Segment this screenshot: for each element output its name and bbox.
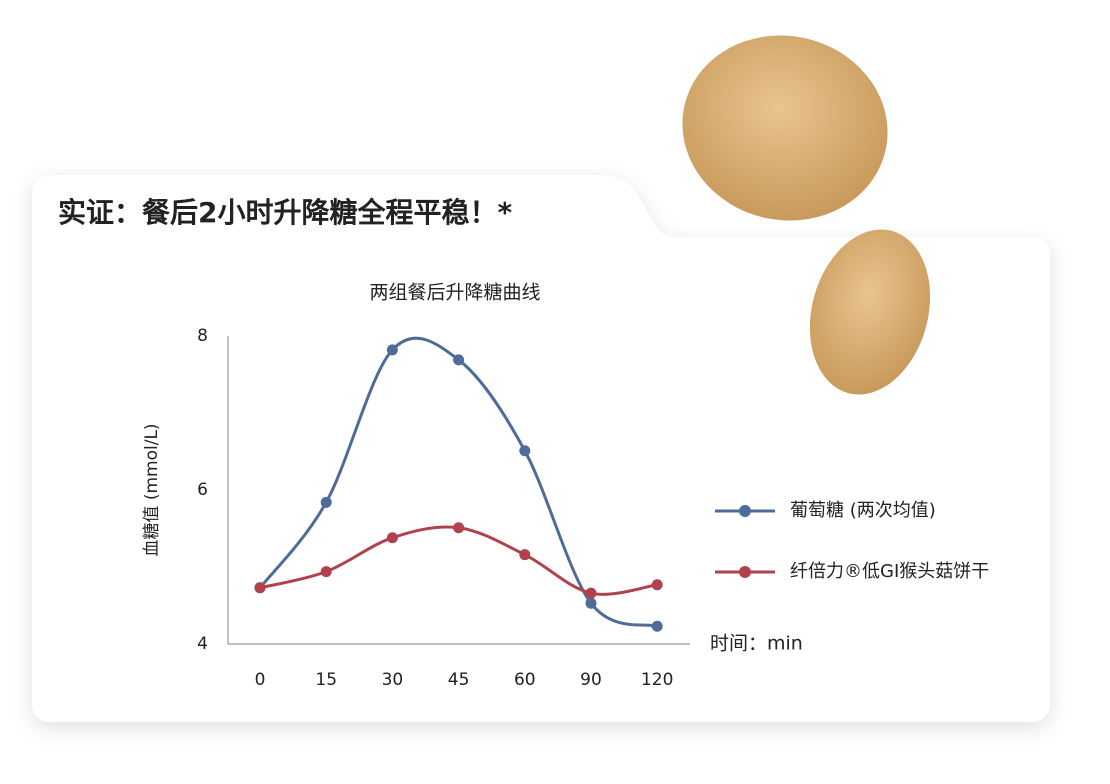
x-tick-label: 45 xyxy=(448,670,470,690)
data-point xyxy=(320,566,332,578)
cookie-image xyxy=(682,35,888,221)
card xyxy=(32,175,1050,722)
data-point xyxy=(519,549,531,561)
x-tick-label: 15 xyxy=(315,670,337,690)
data-point xyxy=(651,620,663,632)
legend-marker xyxy=(739,505,751,517)
data-point xyxy=(320,496,332,508)
legend-label: 纤倍力®低GI猴头菇饼干 xyxy=(790,561,989,582)
legend-label: 葡萄糖 (两次均值) xyxy=(790,500,936,521)
x-tick-label: 30 xyxy=(382,670,404,690)
page-title: 实证：餐后2小时升降糖全程平稳！* xyxy=(58,196,512,229)
y-tick-label: 6 xyxy=(197,480,208,500)
data-point xyxy=(386,344,398,356)
legend-marker xyxy=(739,566,751,578)
data-point xyxy=(453,522,465,534)
data-point xyxy=(386,532,398,544)
y-axis-label: 血糖值 (mmol/L) xyxy=(142,423,162,556)
data-point xyxy=(585,597,597,609)
data-point xyxy=(519,445,531,457)
data-point xyxy=(254,582,266,594)
data-point xyxy=(651,579,663,591)
x-tick-label: 90 xyxy=(580,670,602,690)
x-tick-label: 0 xyxy=(255,670,266,690)
x-tick-label: 120 xyxy=(641,670,673,690)
data-point xyxy=(453,354,465,366)
cookie-image xyxy=(809,229,931,395)
x-tick-label: 60 xyxy=(514,670,536,690)
y-tick-label: 4 xyxy=(197,634,208,654)
chart-title: 两组餐后升降糖曲线 xyxy=(369,282,540,304)
data-point xyxy=(585,587,597,599)
y-tick-label: 8 xyxy=(197,326,208,346)
x-axis-label: 时间：min xyxy=(710,633,803,655)
